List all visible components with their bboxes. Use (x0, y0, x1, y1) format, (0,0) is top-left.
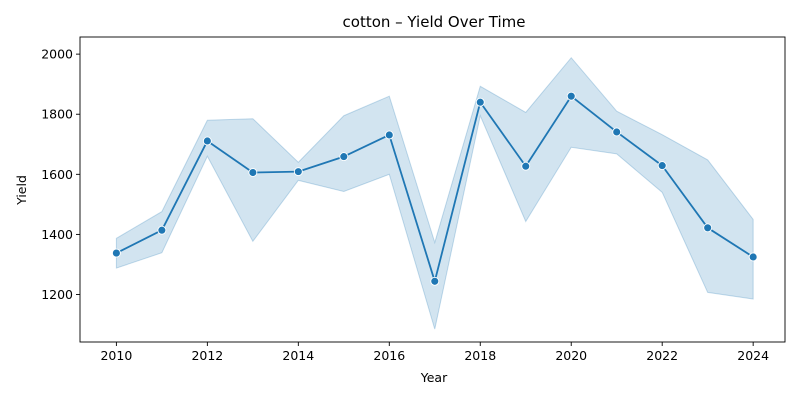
x-axis-label: Year (420, 370, 448, 385)
data-point (703, 223, 713, 233)
data-point (248, 168, 258, 177)
plot-area: 2010 2012 2014 2016 2018 2020 2022 2024 1200 1400… (41, 36, 786, 363)
data-point (430, 276, 440, 286)
chart-title: cotton – Yield Over Time (343, 13, 526, 31)
data-point (612, 127, 622, 137)
x-tick-label: 2016 (373, 348, 405, 363)
x-tick-label: 2012 (191, 348, 223, 363)
data-point (202, 136, 212, 146)
data-point (566, 91, 576, 101)
x-tick-label: 2014 (282, 348, 314, 363)
y-tick-label: 1600 (41, 167, 73, 182)
y-tick-label: 1200 (41, 287, 73, 302)
data-point (157, 225, 167, 235)
x-tick-label: 2020 (555, 348, 587, 363)
y-tick-label: 1400 (41, 227, 73, 242)
data-point (521, 161, 531, 171)
data-point (111, 248, 121, 258)
data-point (748, 252, 758, 262)
y-tick-label: 2000 (41, 47, 73, 62)
y-tick-label: 1800 (41, 107, 73, 122)
x-tick-label: 2010 (100, 348, 132, 363)
data-point (293, 167, 303, 177)
data-point (475, 97, 485, 107)
data-point (384, 130, 394, 140)
y-axis-label: Yield (14, 175, 29, 206)
plot-frame (79, 36, 786, 343)
x-tick-label: 2024 (737, 348, 769, 363)
confidence-band (115, 56, 754, 330)
x-tick-label: 2018 (464, 348, 496, 363)
data-point (339, 152, 349, 162)
x-tick-label: 2022 (646, 348, 678, 363)
data-point (657, 161, 667, 171)
